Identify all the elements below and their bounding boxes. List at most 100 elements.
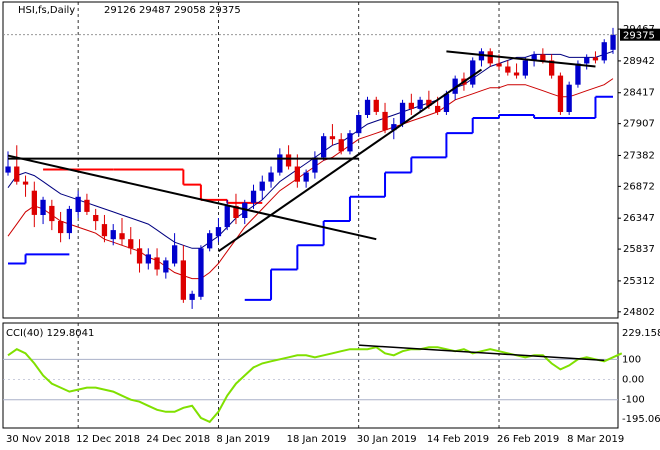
candle-body — [242, 202, 248, 218]
candle-body — [66, 208, 72, 234]
cci-y-tick-label: 0.00 — [622, 375, 644, 386]
price-panel-frame — [2, 1, 619, 319]
candle-body — [382, 111, 388, 131]
price-y-tick-label: 27382 — [623, 150, 655, 161]
candle-body — [172, 245, 178, 264]
candle-body — [592, 57, 599, 61]
cci-layer — [3, 344, 623, 424]
candle-body — [399, 102, 406, 124]
candle-body — [347, 133, 353, 152]
candle-body — [154, 257, 160, 270]
candle-body — [549, 60, 555, 76]
price-y-tick-label: 25837 — [623, 244, 655, 255]
candle-body — [575, 63, 581, 85]
candle-body — [505, 66, 511, 73]
x-axis-label: 30 Nov 2018 — [6, 434, 70, 445]
candle-body — [496, 63, 502, 67]
candle-body — [14, 166, 20, 182]
candle-body — [373, 99, 379, 112]
cci-trendline — [358, 344, 605, 362]
cci-y-tick-label: 100 — [622, 354, 641, 365]
candle-body — [329, 136, 336, 140]
candle-body — [207, 233, 213, 249]
candle-body — [435, 105, 441, 112]
candle-body — [610, 34, 616, 50]
x-axis-label: 14 Feb 2019 — [427, 434, 489, 445]
candle-body — [338, 139, 344, 152]
candle-body — [49, 205, 55, 222]
candle-body — [198, 248, 204, 297]
candle-body — [540, 54, 546, 61]
x-axis-label: 8 Mar 2019 — [567, 434, 624, 445]
candle-body — [557, 75, 564, 112]
price-y-tick-label: 26872 — [623, 181, 655, 192]
candle-body — [268, 172, 274, 182]
current-price-label: 29375 — [623, 31, 655, 42]
price-y-tick-label: 27907 — [623, 119, 655, 130]
x-axis-label: 30 Jan 2019 — [357, 434, 417, 445]
candle-body — [110, 230, 116, 240]
price-y-tick-label: 28942 — [623, 56, 655, 67]
upper-band-line — [7, 50, 614, 249]
candle-body — [58, 221, 64, 234]
candle-body — [93, 215, 99, 222]
cci-panel-frame — [2, 322, 619, 429]
cci-y-tick-label: -100 — [622, 395, 645, 406]
candle-body — [31, 190, 37, 215]
x-axis-label: 24 Dec 2018 — [146, 434, 210, 445]
candle-body — [101, 224, 108, 237]
candle-body — [408, 102, 414, 109]
candle-body — [285, 154, 292, 167]
candle-body — [145, 254, 151, 264]
price-header-symbol: HSI,fs,Daily — [18, 5, 75, 16]
x-axis-label: 12 Dec 2018 — [76, 434, 140, 445]
candle-body — [303, 172, 309, 182]
lower-band-line — [7, 78, 614, 280]
candle-layer — [5, 27, 616, 309]
candle-body — [356, 115, 362, 134]
candle-body — [277, 154, 283, 173]
cci-y-tick-label: -195.0612 — [622, 414, 660, 425]
grid-layer — [2, 1, 619, 429]
candle-body — [224, 205, 230, 228]
candle-body — [443, 93, 450, 112]
candle-body — [566, 84, 572, 112]
candle-body — [189, 293, 195, 300]
candle-body — [128, 239, 134, 249]
cci-y-tick-label: 229.1588 — [622, 328, 660, 339]
candle-body — [84, 199, 90, 212]
price-y-tick-label: 28417 — [623, 88, 655, 99]
candle-body — [312, 157, 318, 173]
current-price-marker: 29375 — [620, 28, 660, 42]
price-y-tick-label: 24802 — [623, 307, 655, 318]
candle-body — [513, 72, 520, 76]
candle-body — [75, 196, 81, 212]
cci-header: CCI(40) 129.8041 — [6, 328, 94, 339]
candle-body — [22, 181, 29, 185]
candle-body — [522, 60, 528, 76]
candle-body — [584, 57, 590, 64]
candle-body — [250, 190, 257, 203]
price-y-tick-label: 25312 — [623, 276, 655, 287]
price-trendline — [7, 154, 377, 241]
candle-body — [136, 248, 143, 264]
candle-body — [391, 124, 397, 131]
candle-body — [215, 227, 222, 237]
price-y-tick-label: 26347 — [623, 213, 655, 224]
x-axis-label: 8 Jan 2019 — [216, 434, 270, 445]
candle-body — [233, 205, 239, 218]
price-header-ohlc: 29126 29487 29058 29375 — [104, 5, 241, 16]
candle-body — [294, 166, 300, 182]
candle-body — [321, 136, 327, 158]
candle-body — [364, 99, 371, 115]
candle-body — [119, 233, 125, 240]
candle-body — [259, 181, 265, 191]
candle-body — [417, 99, 423, 109]
cci-line — [7, 346, 623, 424]
candle-body — [163, 260, 169, 273]
candle-body — [5, 166, 11, 173]
price-trendline — [217, 68, 483, 253]
cloud-layer — [8, 95, 613, 301]
candle-body — [452, 78, 458, 94]
